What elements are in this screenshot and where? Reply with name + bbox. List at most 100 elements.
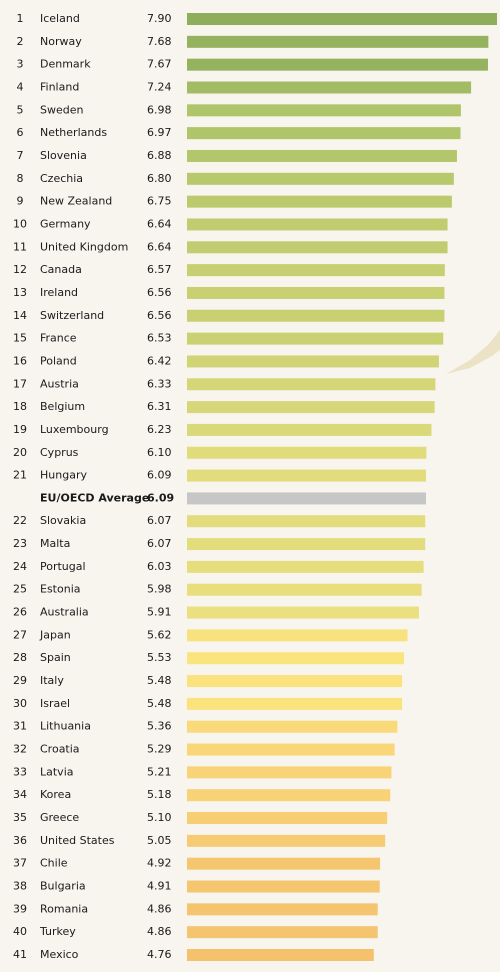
category-label: Slovenia (40, 149, 87, 162)
bar (187, 127, 461, 140)
value-label: 4.76 (147, 948, 172, 961)
category-label: France (40, 332, 77, 345)
value-label: 6.53 (147, 332, 172, 345)
category-label: Iceland (40, 12, 80, 25)
value-label: 4.91 (147, 880, 172, 893)
category-label: Portugal (40, 560, 86, 573)
rank-label: 39 (13, 902, 27, 915)
category-label: Denmark (40, 58, 91, 71)
value-label: 6.97 (147, 126, 172, 139)
bar (187, 515, 426, 528)
bar (187, 401, 435, 414)
rank-label: 2 (17, 35, 24, 48)
bar (187, 834, 386, 847)
bar (187, 81, 472, 94)
category-label: Cyprus (40, 446, 79, 459)
rank-label: 14 (13, 309, 27, 322)
bar (187, 789, 391, 802)
value-label: 4.92 (147, 857, 172, 870)
rank-label: 25 (13, 583, 27, 596)
value-label: 6.10 (147, 446, 172, 459)
value-label: 5.48 (147, 697, 172, 710)
value-label: 5.98 (147, 583, 172, 596)
rank-label: 35 (13, 811, 27, 824)
rank-label: 32 (13, 743, 27, 756)
rank-label: 4 (17, 80, 24, 93)
bar (187, 675, 403, 688)
value-label: 5.48 (147, 674, 172, 687)
category-label: Austria (40, 377, 79, 390)
category-label: Italy (40, 674, 64, 687)
rank-label: 18 (13, 400, 27, 413)
bar (187, 13, 497, 25)
category-label: Korea (40, 788, 71, 801)
value-label: 6.56 (147, 286, 172, 299)
bar (187, 949, 374, 961)
category-label: Finland (40, 80, 79, 93)
bar (187, 583, 422, 596)
category-label: Hungary (40, 469, 87, 482)
rank-label: 34 (13, 788, 27, 801)
category-label: United States (40, 834, 115, 847)
rank-label: 9 (17, 195, 24, 208)
value-label: 4.86 (147, 902, 172, 915)
value-label: 6.31 (147, 400, 172, 413)
category-label: Norway (40, 35, 82, 48)
category-label: Belgium (40, 400, 85, 413)
category-label: Croatia (40, 743, 80, 756)
value-label: 6.75 (147, 195, 172, 208)
category-label: Ireland (40, 286, 78, 299)
bar (187, 812, 388, 825)
value-label: 5.18 (147, 788, 172, 801)
category-label: New Zealand (40, 195, 112, 208)
category-label: Bulgaria (40, 880, 86, 893)
category-label: Slovakia (40, 514, 86, 527)
value-label: 6.03 (147, 560, 172, 573)
rank-label: 26 (13, 606, 27, 619)
bar (187, 195, 452, 208)
bar (187, 743, 395, 756)
rank-label: 38 (13, 880, 27, 893)
value-label: 6.98 (147, 103, 172, 116)
value-label: 6.42 (147, 354, 172, 367)
bar (187, 172, 454, 185)
rank-label: 37 (13, 857, 27, 870)
value-label: 6.56 (147, 309, 172, 322)
rank-label: 40 (13, 925, 27, 938)
rank-label: 22 (13, 514, 27, 527)
bar (187, 58, 488, 71)
category-label: Malta (40, 537, 70, 550)
rank-label: 31 (13, 720, 27, 733)
bar (187, 218, 448, 231)
rank-label: 5 (17, 103, 24, 116)
bar (187, 286, 445, 299)
category-label: Estonia (40, 583, 81, 596)
category-label: Sweden (40, 103, 83, 116)
rank-label: 30 (13, 697, 27, 710)
value-label: 5.36 (147, 720, 172, 733)
value-label: 5.05 (147, 834, 172, 847)
category-label: Japan (39, 628, 71, 641)
category-label: Turkey (39, 925, 76, 938)
rank-label: 36 (13, 834, 27, 847)
bar (187, 880, 380, 893)
rank-label: 20 (13, 446, 27, 459)
bar (187, 652, 404, 665)
value-label: 6.33 (147, 377, 172, 390)
value-label: 5.21 (147, 765, 172, 778)
value-label: 6.23 (147, 423, 172, 436)
rank-label: 28 (13, 651, 27, 664)
value-label: 6.07 (147, 514, 172, 527)
category-label: Germany (40, 217, 91, 230)
bar (187, 446, 427, 459)
rank-label: 15 (13, 332, 27, 345)
rank-label: 3 (17, 58, 24, 71)
bar (187, 149, 457, 162)
rank-label: 12 (13, 263, 27, 276)
rank-label: 21 (13, 469, 27, 482)
rank-label: 41 (13, 948, 27, 961)
value-label: 7.24 (147, 80, 172, 93)
bar (187, 35, 489, 48)
